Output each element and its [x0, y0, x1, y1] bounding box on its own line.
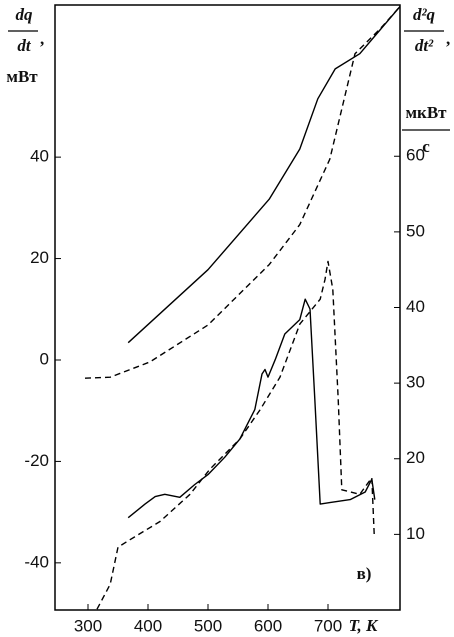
- x-label: T, K: [349, 616, 379, 635]
- y-tick-label: 40: [30, 147, 49, 166]
- y2-tick-label: 50: [406, 221, 425, 240]
- y-tick-label: -40: [24, 552, 49, 571]
- series-line: [96, 260, 375, 610]
- series-line: [127, 298, 376, 519]
- series-line: [84, 6, 401, 379]
- y2-tick-label: 60: [406, 146, 425, 165]
- y-label-comma: ,: [40, 29, 44, 48]
- x-tick-label: 600: [254, 616, 282, 635]
- y-tick-label: 20: [30, 248, 49, 267]
- x-tick-label: 400: [134, 616, 162, 635]
- y-tick-label: 0: [40, 349, 49, 368]
- x-tick-label: 500: [194, 616, 222, 635]
- y2-tick-label: 30: [406, 373, 425, 392]
- x-tick-label: 300: [74, 616, 102, 635]
- series-line: [127, 6, 401, 344]
- annotation: в): [357, 564, 372, 583]
- y2-tick-label: 10: [406, 524, 425, 543]
- x-tick-label: 700: [314, 616, 342, 635]
- y2-label-unit: мкВт: [405, 103, 447, 122]
- y2-label-denominator: dt²: [415, 36, 434, 55]
- plot-frame: [54, 4, 401, 611]
- y-label-denominator: dt: [17, 36, 32, 55]
- y2-label-comma: ,: [446, 29, 450, 48]
- y-tick-label: -20: [24, 451, 49, 470]
- y2-tick-label: 40: [406, 297, 425, 316]
- y2-tick-label: 20: [406, 448, 425, 467]
- y-label-unit: мВт: [6, 67, 38, 86]
- y2-label-unit-denominator: с: [422, 137, 430, 156]
- y-label-numerator: dq: [16, 5, 34, 24]
- y2-label-numerator: d²q: [413, 5, 436, 24]
